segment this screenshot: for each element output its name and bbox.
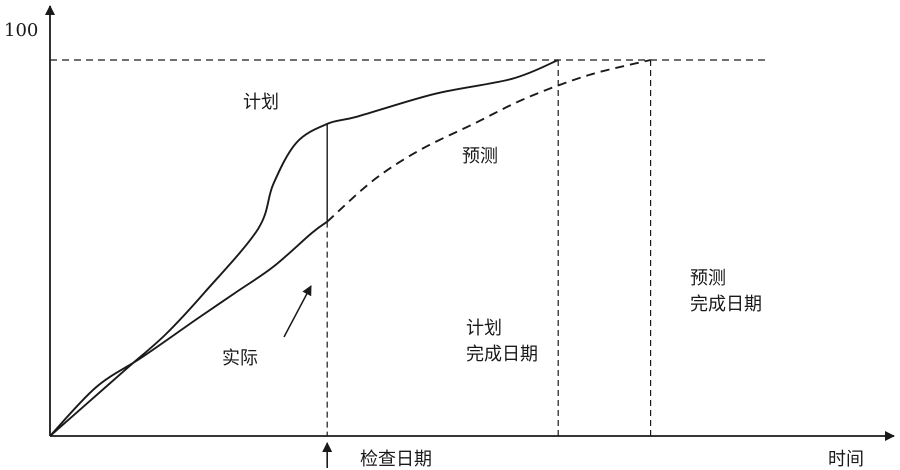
forecast-completion-label-line2: 完成日期 [690,294,762,315]
x-axis-label: 时间 [828,449,864,470]
actual-series-label: 实际 [222,348,258,369]
check-date-label: 检查日期 [360,449,432,470]
forecast-completion-label-line1: 预测 [690,268,726,289]
actual-pointer-arrow [283,285,312,338]
y-axis-tick-label: 100 [4,20,38,41]
series-forecast-line [326,59,651,223]
plan-completion-label-line1: 计划 [466,318,502,339]
forecast-series-label: 预测 [462,146,498,167]
plan-completion-label-line2: 完成日期 [466,344,538,365]
series-actual-line [49,220,328,437]
series-plan-line [49,59,559,437]
plan-series-label: 计划 [243,92,279,113]
